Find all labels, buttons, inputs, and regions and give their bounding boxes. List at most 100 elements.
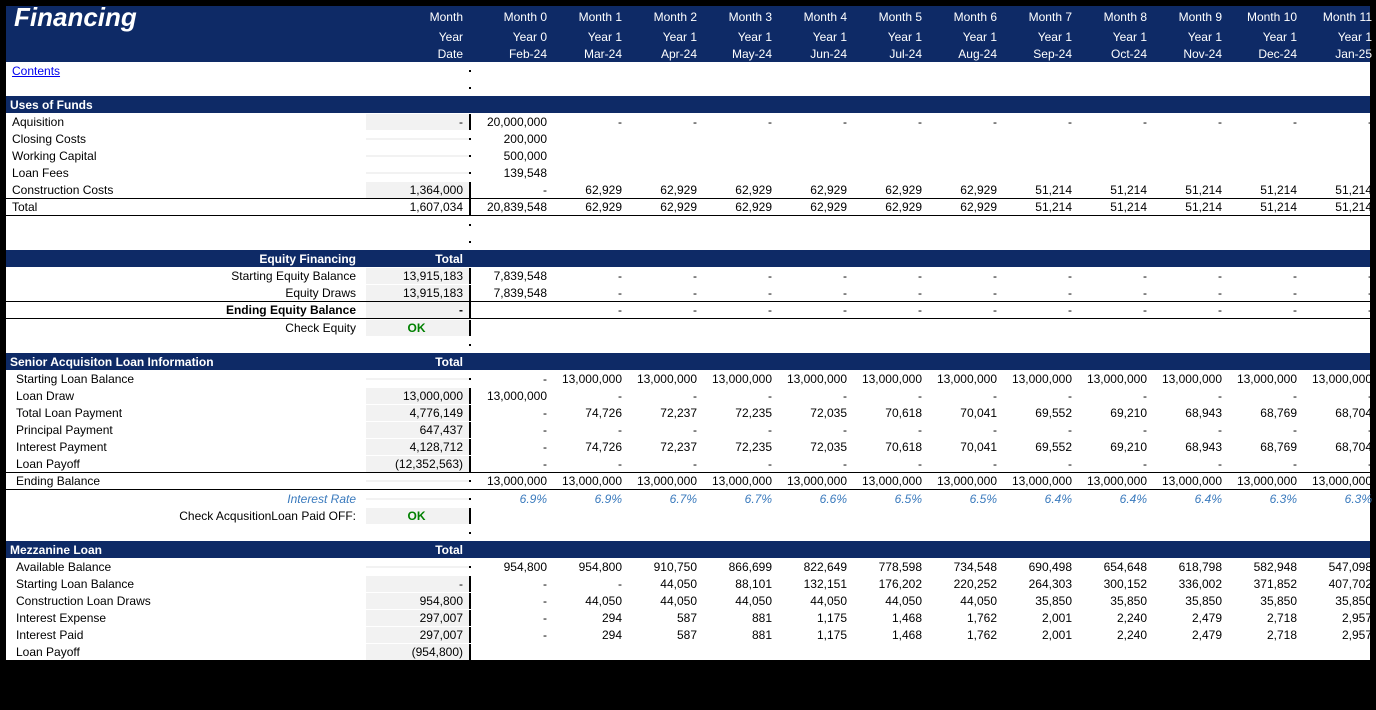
date-row: Date Feb-24Mar-24Apr-24May-24Jun-24Jul-2… [6,45,1370,62]
data-cell: 44,050 [851,593,926,609]
data-cell: 1,762 [926,610,1001,626]
data-cell: - [626,268,701,284]
data-cell: 6.4% [1076,491,1151,507]
data-cell: 13,000,000 [1151,371,1226,387]
row-label: Loan Payoff [6,456,366,472]
section-senior: Senior Acquisiton Loan Information Total [6,353,1370,370]
data-cell: 1,175 [776,627,851,643]
data-cell: - [1001,285,1076,301]
data-cell [1301,155,1376,157]
table-row: Interest Payment4,128,712-74,72672,23772… [6,438,1370,455]
data-cell: 690,498 [1001,559,1076,575]
data-cell [626,172,701,174]
data-cell: 1,468 [851,627,926,643]
data-cell: Year 1 [1151,29,1226,45]
data-cell: Jun-24 [776,46,851,62]
data-cell: Jul-24 [851,46,926,62]
total-cell [366,155,471,157]
data-cell: 62,929 [701,182,776,198]
table-row: Construction Costs1,364,000-62,92962,929… [6,181,1370,198]
data-cell: 20,000,000 [471,114,551,130]
contents-link[interactable]: Contents [12,64,60,78]
data-cell: - [776,302,851,318]
data-cell [1151,651,1226,653]
data-cell: 35,850 [1076,593,1151,609]
data-cell: Year 1 [626,29,701,45]
data-cell: Sep-24 [1001,46,1076,62]
total-cell: 13,915,183 [366,268,471,284]
table-row: Loan Fees139,548 [6,164,1370,181]
section-uses-of-funds: Uses of Funds [6,96,1370,113]
data-cell: Year 1 [1301,29,1376,45]
data-cell: - [1151,456,1226,472]
hdr-date-label: Date [366,46,471,62]
data-cell: - [776,388,851,404]
data-cell [1226,138,1301,140]
row-label: Aquisition [6,114,366,130]
data-cell: 954,800 [471,559,551,575]
row-label: Available Balance [6,559,366,575]
data-cell: 881 [701,627,776,643]
data-cell: - [1076,114,1151,130]
data-cell: 13,000,000 [471,388,551,404]
data-cell: Apr-24 [626,46,701,62]
data-cell: 62,929 [626,199,701,215]
data-cell: 6.4% [1151,491,1226,507]
check-value: OK [366,320,471,336]
data-cell: 6.3% [1301,491,1376,507]
data-cell: 44,050 [626,593,701,609]
data-cell: 70,618 [851,439,926,455]
section-title: Senior Acquisiton Loan Information [6,354,366,370]
title-row: Financing Month Month 0Month 1Month 2Mon… [6,6,1370,28]
check-label: Check AcqusitionLoan Paid OFF: [6,508,366,524]
data-cell [1076,651,1151,653]
data-cell: 2,001 [1001,627,1076,643]
data-cell: Year 1 [1001,29,1076,45]
data-cell: 6.5% [926,491,1001,507]
data-cell: Month 1 [551,9,626,25]
data-cell: - [776,456,851,472]
data-cell: 70,041 [926,439,1001,455]
data-cell: - [701,285,776,301]
data-cell: Oct-24 [1076,46,1151,62]
data-cell [776,155,851,157]
data-cell: - [1301,285,1376,301]
data-cell: 72,235 [701,405,776,421]
data-cell [851,155,926,157]
data-cell [626,155,701,157]
data-cell: - [471,593,551,609]
data-cell: - [701,114,776,130]
total-cell [366,498,471,500]
data-cell: - [1226,114,1301,130]
data-cell [1301,138,1376,140]
data-cell: 13,000,000 [626,473,701,489]
data-cell: - [471,576,551,592]
data-cell: 2,718 [1226,627,1301,643]
data-cell: 587 [626,610,701,626]
data-cell: Month 4 [776,9,851,25]
senior-ending-row: Ending Balance13,000,00013,000,00013,000… [6,472,1370,490]
data-cell [1151,155,1226,157]
data-cell: - [926,285,1001,301]
data-cell: - [851,302,926,318]
data-cell: - [1076,422,1151,438]
row-label: Loan Draw [6,388,366,404]
row-label: Ending Balance [6,473,366,489]
row-label: Total Loan Payment [6,405,366,421]
data-cell: 1,762 [926,627,1001,643]
section-title: Mezzanine Loan [6,542,366,558]
data-cell: - [551,302,626,318]
data-cell: 220,252 [926,576,1001,592]
senior-rate-row: Interest Rate6.9%6.9%6.7%6.7%6.6%6.5%6.5… [6,490,1370,507]
data-cell: 62,929 [776,199,851,215]
data-cell: - [1226,388,1301,404]
data-cell: 13,000,000 [926,473,1001,489]
data-cell: - [776,268,851,284]
data-cell: 70,618 [851,405,926,421]
row-label: Working Capital [6,148,366,164]
data-cell: 51,214 [1301,182,1376,198]
data-cell: 2,479 [1151,627,1226,643]
table-row: Interest Expense297,007-2945878811,1751,… [6,609,1370,626]
data-cell: 68,704 [1301,405,1376,421]
data-cell: 72,235 [701,439,776,455]
